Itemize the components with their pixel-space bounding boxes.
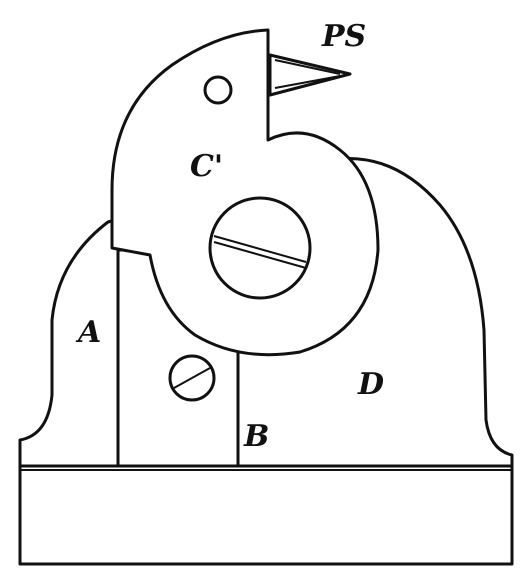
block-screw-slot — [173, 367, 211, 389]
label-c-prime: C' — [190, 149, 224, 184]
pivot-screw-slot-2 — [213, 241, 307, 269]
label-a: A — [78, 315, 102, 350]
cam-hole — [203, 75, 233, 105]
label-d: D — [358, 367, 385, 402]
point-ps-shade-1 — [274, 59, 341, 75]
point-ps-shade-2 — [274, 75, 341, 89]
label-ps: PS — [322, 19, 367, 54]
base-plate — [18, 464, 514, 566]
pivot-screw-slot — [213, 235, 307, 263]
label-b: B — [244, 419, 270, 454]
cam-c-prime — [110, 28, 380, 357]
